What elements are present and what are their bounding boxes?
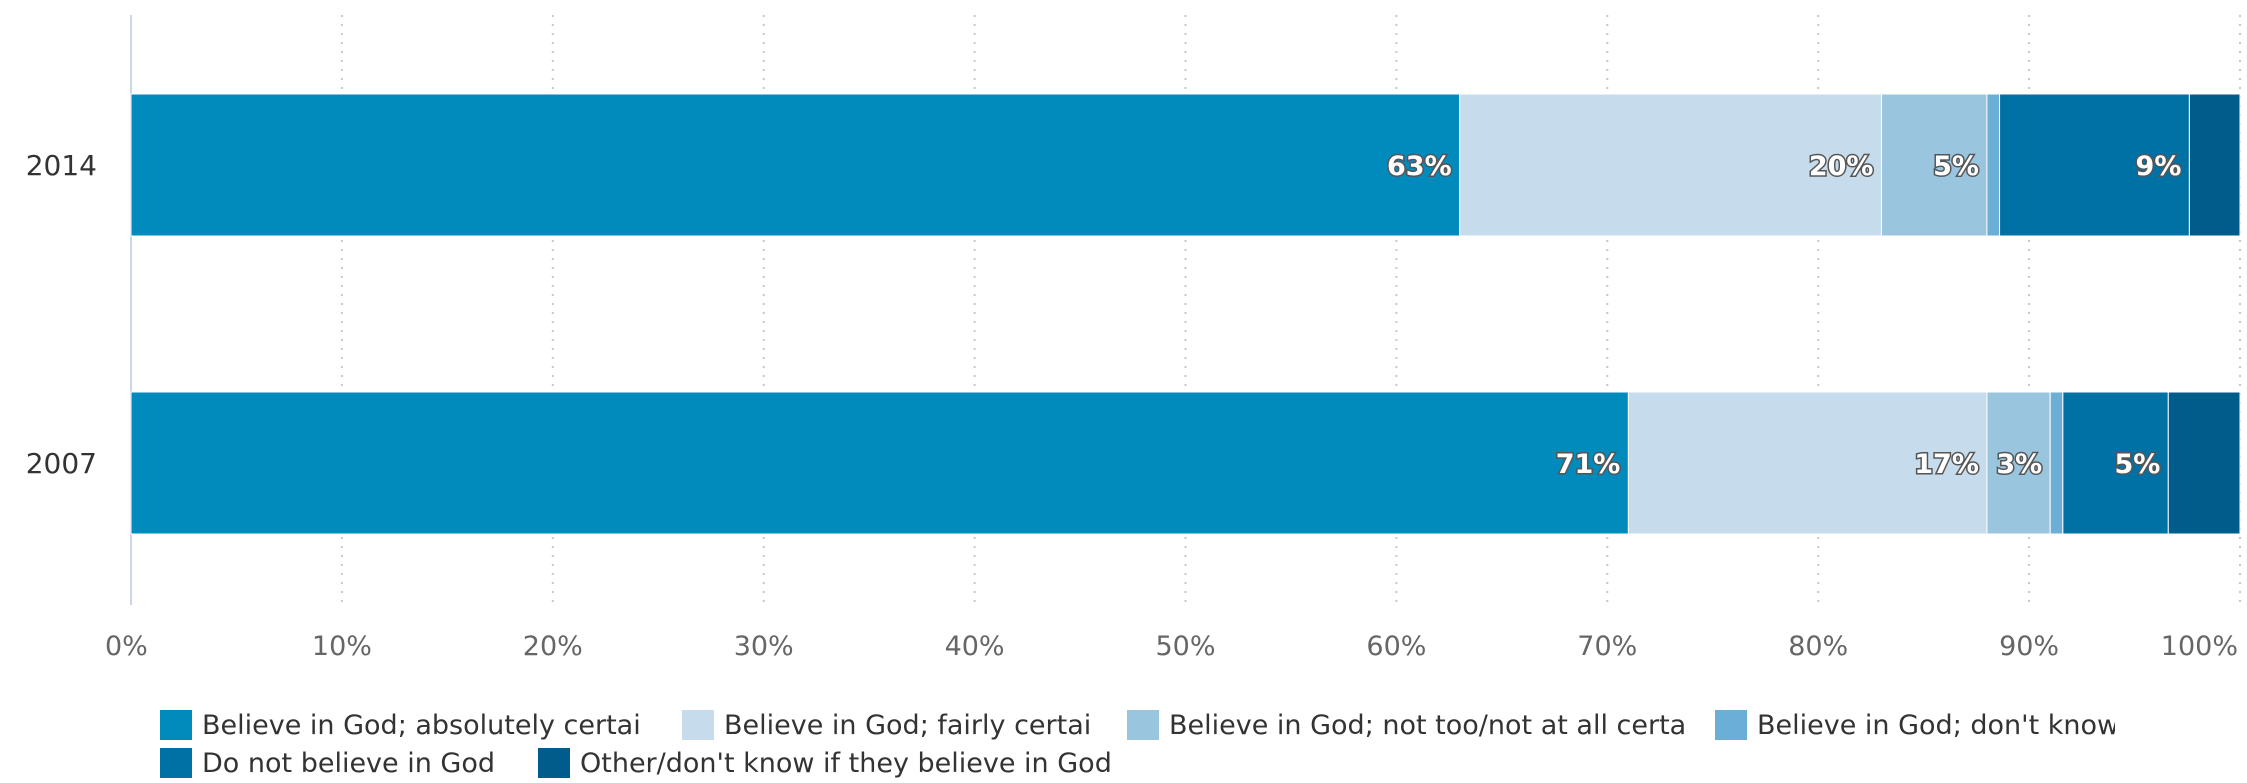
bar-2007-believe-in-god-fairly-certain — [1627, 391, 1988, 535]
legend-swatch — [1127, 710, 1159, 740]
bar-2007-other-don-t-know-if-they-believe-in-god — [2167, 391, 2241, 535]
chart-legend: Believe in God; absolutely certai Believe… — [160, 708, 2220, 780]
x-tick-label: 70% — [1577, 631, 1637, 662]
legend-label: Believe in God; not too/not at all certa — [1169, 709, 1687, 741]
bar-2007-believe-in-god-don-t-know — [2049, 391, 2064, 535]
data-label-2007-do-not-believe-in-god: 5% — [2114, 449, 2160, 480]
bar-2007-believe-in-god-absolutely-certain — [130, 391, 1629, 535]
bar-2014-believe-in-god-don-t-know — [1986, 93, 2001, 237]
data-label-2007-believe-in-god-not-too-not-at-all-certain: 3% — [1996, 449, 2042, 480]
legend-swatch — [538, 748, 570, 778]
data-label-2014-believe-in-god-fairly-certain: 20% — [1809, 151, 1874, 182]
legend-swatch — [160, 710, 192, 740]
legend-label: Believe in God; don't know — [1757, 709, 2115, 741]
data-label-2014-believe-in-god-not-too-not-at-all-certain: 5% — [1933, 151, 1979, 182]
x-tick-label: 0% — [105, 631, 148, 662]
legend-item-believe-in-god-fairly-certain[interactable]: Believe in God; fairly certai — [682, 708, 1125, 742]
x-tick-label: 80% — [1788, 631, 1848, 662]
legend-label: Believe in God; fairly certai — [724, 709, 1092, 741]
data-label-2007-believe-in-god-absolutely-certain: 71% — [1556, 449, 1621, 480]
legend-item-do-not-believe-in-god[interactable]: Do not believe in God — [160, 746, 536, 780]
legend-swatch — [682, 710, 714, 740]
legend-item-believe-in-god-not-too-not-at-all-certain[interactable]: Believe in God; not too/not at all certa — [1127, 708, 1713, 742]
bar-2014-believe-in-god-not-too-not-at-all-certain — [1880, 93, 1988, 237]
legend-label: Other/don't know if they believe in God — [580, 747, 1112, 779]
category-label-2014: 2014 — [26, 149, 97, 182]
legend-swatch — [160, 748, 192, 778]
x-tick-label: 40% — [945, 631, 1005, 662]
bar-2014-do-not-believe-in-god — [1999, 93, 2190, 237]
legend-label: Do not believe in God — [202, 747, 496, 779]
x-tick-label: 100% — [2161, 631, 2238, 662]
x-tick-label: 50% — [1155, 631, 1215, 662]
data-label-2014-believe-in-god-absolutely-certain: 63% — [1387, 151, 1452, 182]
data-label-2014-do-not-believe-in-god: 9% — [2136, 151, 2182, 182]
data-label-2007-believe-in-god-fairly-certain: 17% — [1914, 449, 1979, 480]
legend-item-other-don-t-know-if-they-believe-in-god[interactable]: Other/don't know if they believe in God — [538, 746, 1238, 780]
x-tick-label: 30% — [734, 631, 794, 662]
bar-2014-other-don-t-know-if-they-believe-in-god — [2188, 93, 2241, 237]
bar-2007-do-not-believe-in-god — [2062, 391, 2169, 535]
legend-item-believe-in-god-don-t-know[interactable]: Believe in God; don't know — [1715, 708, 2115, 742]
x-tick-label: 10% — [312, 631, 372, 662]
legend-swatch — [1715, 710, 1747, 740]
category-label-2007: 2007 — [26, 447, 97, 480]
x-tick-label: 60% — [1366, 631, 1426, 662]
bar-2014-believe-in-god-absolutely-certain — [130, 93, 1461, 237]
x-tick-label: 20% — [523, 631, 583, 662]
bar-2014-believe-in-god-fairly-certain — [1459, 93, 1882, 237]
legend-item-believe-in-god-absolutely-certain[interactable]: Believe in God; absolutely certai — [160, 708, 680, 742]
x-tick-label: 90% — [1999, 631, 2059, 662]
legend-label: Believe in God; absolutely certai — [202, 709, 641, 741]
